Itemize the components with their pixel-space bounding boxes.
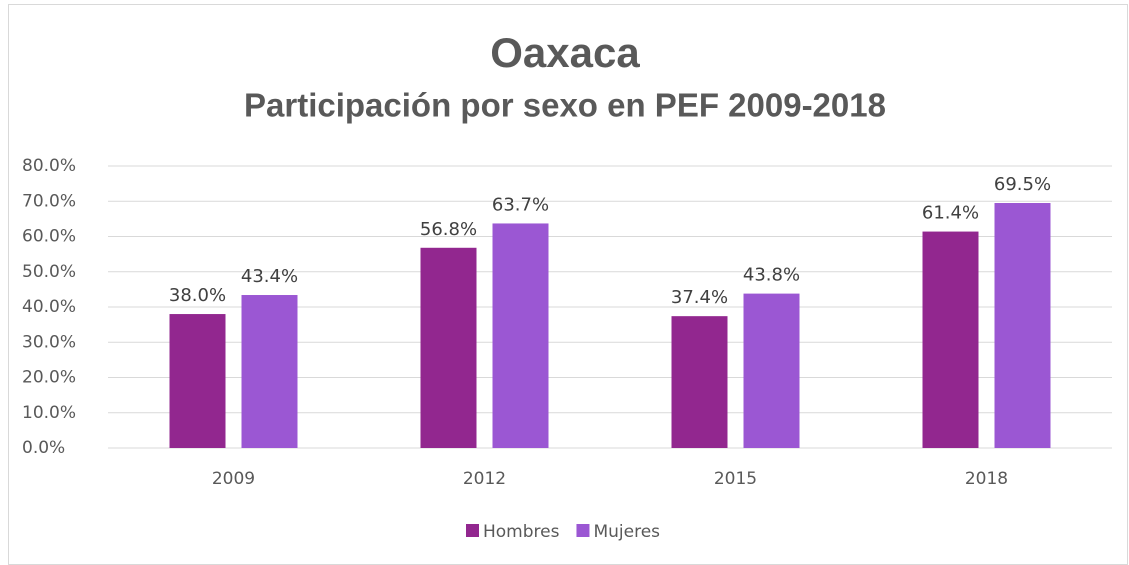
chart-title: Oaxaca <box>490 29 640 76</box>
bar <box>241 295 298 448</box>
y-tick-label: 20.0% <box>22 368 76 388</box>
bar <box>492 223 549 448</box>
bar <box>671 316 728 448</box>
bar <box>994 203 1051 448</box>
y-tick-label: 40.0% <box>22 297 76 317</box>
bar <box>420 247 477 448</box>
x-tick-label: 2018 <box>965 469 1008 489</box>
legend-label: Hombres <box>483 522 560 542</box>
value-label: 63.7% <box>492 194 549 215</box>
y-tick-label: 10.0% <box>22 403 76 423</box>
y-tick-label: 70.0% <box>22 191 76 211</box>
legend-swatch <box>576 524 590 537</box>
value-label: 61.4% <box>922 203 979 224</box>
bar <box>922 231 979 448</box>
bar <box>743 293 800 448</box>
y-tick-label: 80.0% <box>22 156 76 176</box>
legend-label: Mujeres <box>593 522 660 542</box>
value-label: 38.0% <box>169 285 226 306</box>
y-tick-label: 60.0% <box>22 227 76 247</box>
bar <box>169 314 226 448</box>
value-label: 43.4% <box>241 266 298 287</box>
value-label: 56.8% <box>420 219 477 240</box>
value-label: 43.8% <box>743 265 800 286</box>
x-tick-label: 2012 <box>463 469 506 489</box>
y-tick-label: 0.0% <box>22 438 65 458</box>
legend-swatch <box>466 524 479 537</box>
x-tick-label: 2015 <box>714 469 757 489</box>
chart-subtitle: Participación por sexo en PEF 2009-2018 <box>244 87 886 124</box>
x-tick-label: 2009 <box>212 469 255 489</box>
value-label: 37.4% <box>671 287 728 308</box>
y-tick-label: 50.0% <box>22 262 76 282</box>
y-tick-label: 30.0% <box>22 332 76 352</box>
value-label: 69.5% <box>994 174 1051 195</box>
